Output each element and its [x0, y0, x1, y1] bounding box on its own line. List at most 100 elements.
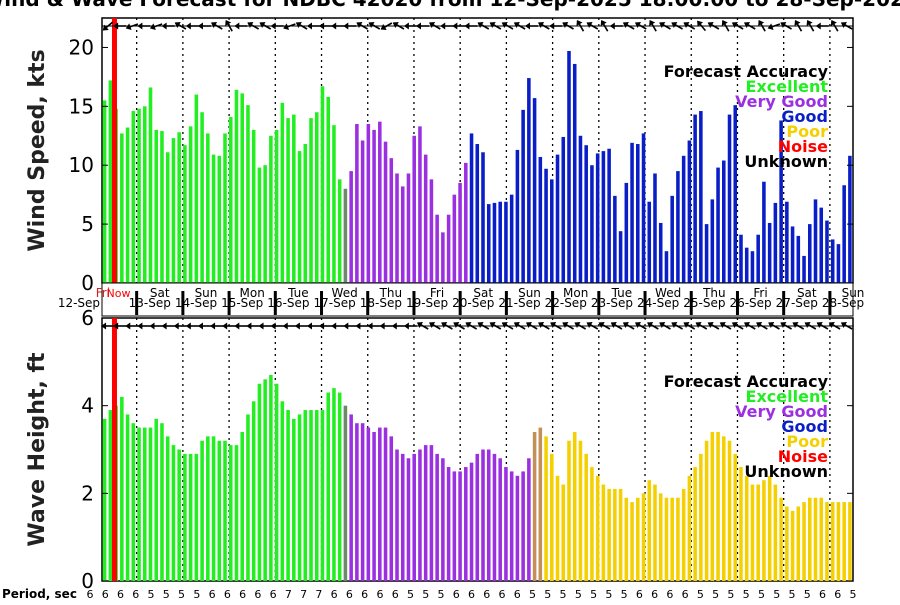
wind-direction-arrow	[306, 22, 320, 30]
wind-speed-bar	[389, 158, 394, 283]
legend-item-excellent: Excellent	[746, 387, 829, 406]
day-date-label: 15-Sep	[221, 296, 263, 310]
day-date-label: 27-Sep	[776, 296, 818, 310]
legend-item-poor: Poor	[786, 432, 828, 451]
wind-direction-arrow	[392, 21, 405, 30]
wind-direction-arrow	[600, 19, 609, 32]
period-value: 6	[682, 588, 689, 600]
wind-speed-bar	[830, 239, 835, 283]
wave-direction-arrow	[465, 321, 478, 330]
y-tick-label: 2	[81, 481, 94, 505]
wind-speed-bar	[464, 162, 468, 283]
y-tick-label: 4	[81, 394, 94, 418]
wind-speed-bar	[223, 133, 227, 283]
legend-item-good: Good	[781, 417, 828, 436]
period-value: 6	[514, 588, 521, 600]
period-value: 6	[254, 588, 261, 600]
wind-speed-bar	[567, 50, 571, 283]
wind-speed-bar	[807, 224, 812, 283]
day-name-label: Mon	[563, 286, 588, 300]
day-name-label: Sun	[518, 286, 541, 300]
period-value: 5	[575, 588, 582, 600]
wave-height-bar	[492, 453, 497, 581]
period-value: 6	[651, 588, 658, 600]
wave-height-bar	[813, 497, 818, 581]
day-divider	[320, 291, 324, 315]
wind-speed-bar	[469, 133, 474, 283]
wave-direction-arrow	[101, 322, 115, 330]
wave-height-bar	[779, 497, 783, 581]
wave-height-bar	[400, 453, 405, 581]
wind-speed-bar	[154, 129, 159, 283]
wind-speed-bar	[848, 155, 852, 283]
now-marker-line	[111, 318, 117, 581]
wave-height-bar	[807, 497, 812, 581]
wind-direction-arrow	[815, 22, 829, 30]
period-value: 7	[315, 588, 322, 600]
period-value: 5	[773, 588, 780, 600]
wind-speed-bar	[142, 106, 147, 283]
period-value: 5	[590, 588, 597, 600]
period-value: 6	[834, 588, 841, 600]
wave-direction-arrow	[719, 321, 732, 330]
wave-height-bar	[744, 475, 749, 581]
wave-direction-arrow	[343, 322, 357, 330]
wind-speed-bar	[452, 194, 457, 283]
wind-speed-bar	[165, 152, 170, 283]
wave-height-bar	[527, 458, 531, 581]
y-tick-label: 0	[81, 271, 94, 295]
wave-direction-arrow	[367, 322, 381, 330]
wave-direction-arrow	[125, 322, 139, 330]
period-value: 5	[850, 588, 857, 600]
wind-speed-bar	[441, 232, 445, 283]
day-name-label: Fri	[753, 286, 767, 300]
wave-height-bar	[406, 458, 411, 581]
wind-speed-bar	[378, 121, 382, 284]
day-name-label: Sun	[842, 286, 865, 300]
wave-direction-arrow	[416, 321, 429, 330]
wave-direction-arrow	[816, 321, 829, 330]
wave-direction-arrow	[840, 321, 853, 330]
wave-height-bar	[366, 427, 371, 581]
wave-height-bar	[613, 488, 617, 581]
wind-speed-bar	[206, 133, 210, 283]
wave-height-bar	[710, 431, 715, 581]
wind-speed-bar	[194, 94, 199, 283]
wind-direction-arrow	[562, 21, 574, 30]
period-value: 7	[300, 588, 307, 600]
wind-speed-bar	[131, 111, 136, 284]
y-tick-label: 5	[81, 212, 94, 236]
wind-speed-bar	[297, 151, 302, 283]
wave-direction-arrow	[562, 321, 574, 330]
wind-speed-bar	[446, 214, 451, 283]
wind-direction-arrow	[683, 21, 696, 30]
wave-height-bar	[486, 449, 491, 581]
wind-speed-bar	[320, 86, 325, 283]
period-value: 6	[117, 588, 124, 600]
wave-height-bar	[246, 414, 250, 581]
wave-height-bar	[160, 423, 164, 581]
wind-speed-bar	[796, 235, 801, 283]
period-value: 6	[636, 588, 643, 600]
wave-height-bar	[481, 449, 485, 581]
wave-height-bar	[785, 506, 789, 581]
period-value: 5	[621, 588, 628, 600]
wind-direction-arrow	[743, 21, 756, 30]
wind-speed-bar	[744, 247, 749, 283]
wind-speed-bar	[251, 129, 256, 283]
period-value: 5	[788, 588, 795, 600]
wind-direction-arrow	[697, 20, 707, 32]
wind-speed-bar	[435, 214, 439, 283]
wave-height-bar	[733, 453, 738, 581]
wind-direction-arrow	[649, 19, 657, 32]
wave-height-bar	[836, 502, 841, 581]
wind-speed-bar	[200, 112, 204, 283]
period-value: 5	[529, 588, 536, 600]
wave-height-bar	[314, 410, 319, 581]
wave-height-bar	[137, 427, 141, 581]
day-divider	[366, 291, 370, 315]
wind-speed-bar	[773, 202, 778, 283]
wave-height-bar	[148, 427, 153, 581]
wind-direction-arrow	[525, 22, 539, 30]
